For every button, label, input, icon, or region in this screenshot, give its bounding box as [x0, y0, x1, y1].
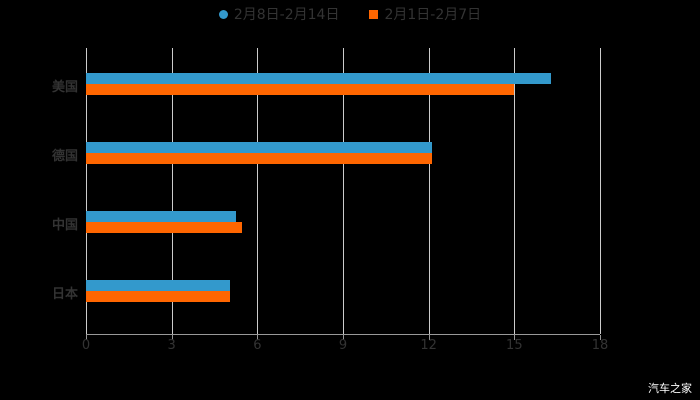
- x-tick: [514, 335, 516, 340]
- category-label: 中国: [51, 218, 78, 233]
- bar-德国[interactable]: [86, 153, 432, 164]
- gridline: [343, 48, 344, 334]
- plot-area: 0 3 6 9 12 15 18: [82, 48, 608, 353]
- x-tick-label: 0: [81, 338, 91, 353]
- x-tick: [600, 335, 601, 340]
- legend-label: 2月8日-2月14日: [233, 7, 340, 23]
- x-tick-label: 6: [253, 338, 262, 353]
- gridline: [428, 48, 430, 334]
- legend-label: 2月1日-2月7日: [384, 7, 482, 23]
- x-tick-label: 15: [506, 338, 523, 353]
- category-label: 德国: [51, 149, 78, 164]
- legend-circle-icon: [218, 9, 228, 19]
- watermark: 汽车之家: [648, 382, 692, 395]
- category-label: 日本: [51, 287, 78, 302]
- gridline: [514, 48, 516, 334]
- bar-中国[interactable]: [86, 222, 242, 233]
- legend-square-icon: [369, 9, 379, 19]
- bar-美国[interactable]: [86, 73, 552, 84]
- x-tick: [171, 335, 173, 340]
- x-tick-label: 3: [167, 338, 176, 353]
- x-tick-label: 18: [591, 338, 609, 353]
- x-tick: [428, 335, 430, 340]
- x-tick: [86, 335, 87, 340]
- gridline: [86, 48, 87, 334]
- x-axis-line: [86, 334, 600, 335]
- bar-中国[interactable]: [86, 211, 236, 222]
- bar-日本[interactable]: [86, 280, 231, 291]
- chart-legend: 2月8日-2月14日 2月1日-2月7日: [0, 4, 700, 24]
- category-label: 美国: [51, 80, 78, 95]
- legend-item-series-1[interactable]: 2月8日-2月14日: [218, 4, 340, 24]
- x-tick-label: 9: [338, 338, 348, 353]
- gridline: [257, 48, 259, 334]
- bar-日本[interactable]: [86, 291, 231, 302]
- x-tick: [343, 335, 344, 340]
- x-tick: [257, 335, 259, 340]
- bar-德国[interactable]: [86, 142, 432, 153]
- x-tick-label: 12: [420, 338, 437, 353]
- gridline: [600, 48, 601, 334]
- legend-item-series-2[interactable]: 2月1日-2月7日: [369, 4, 481, 24]
- bar-美国[interactable]: [86, 84, 515, 95]
- gridline: [171, 48, 173, 334]
